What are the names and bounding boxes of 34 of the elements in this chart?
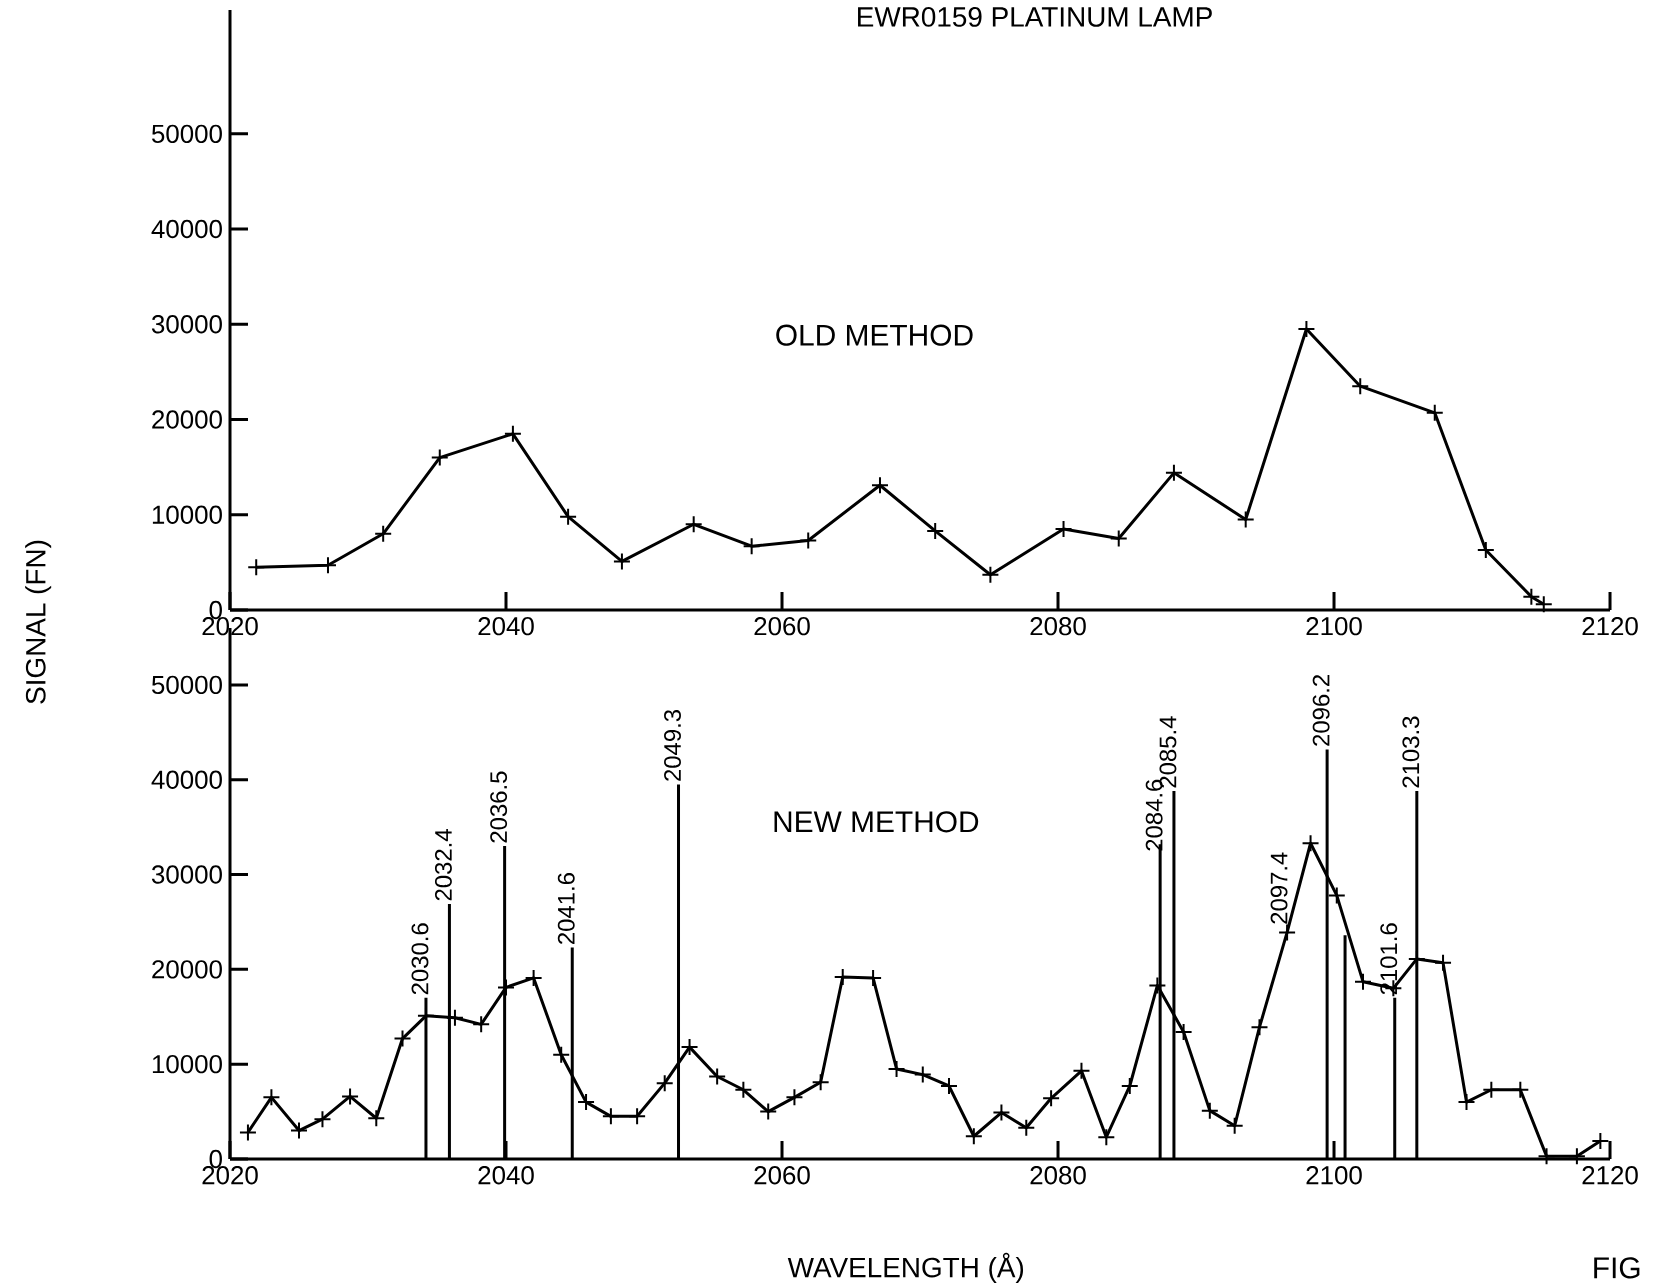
y-tick-label: 20000 bbox=[152, 410, 222, 429]
y-tick-label: 10000 bbox=[152, 1055, 222, 1074]
annotation: 2096.2 bbox=[1312, 675, 1330, 746]
x-axis-title: WAVELENGTH (Å) bbox=[787, 1252, 1024, 1283]
x-tick-label: 2060 bbox=[754, 1166, 810, 1185]
y-tick-label: 50000 bbox=[151, 675, 222, 695]
annotation: 2041.6 bbox=[557, 873, 575, 944]
annotation: 2032.4 bbox=[434, 829, 452, 901]
chart-title: EWR0159 PLATINUM LAMP bbox=[858, 7, 1212, 27]
x-tick-label: 2040 bbox=[478, 1166, 534, 1185]
x-tick-label: 2080 bbox=[1030, 1166, 1086, 1185]
annotation: 2097.4 bbox=[1270, 852, 1288, 924]
x-tick-label: 2100 bbox=[1306, 1166, 1362, 1185]
annotation: OLD METHOD bbox=[776, 324, 973, 346]
y-tick-label: 30000 bbox=[151, 315, 222, 334]
annotation: NEW METHOD bbox=[774, 811, 979, 833]
x-tick-label: 2120 bbox=[1582, 1166, 1638, 1185]
annotation: 2036.5 bbox=[490, 771, 508, 843]
x-tick-label: 2040 bbox=[478, 617, 534, 636]
y-axis-title: SIGNAL (FN) bbox=[25, 540, 52, 704]
x-tick-label: 2100 bbox=[1306, 617, 1362, 636]
y-tick-label: 40000 bbox=[151, 770, 222, 789]
x-tick-label: 2120 bbox=[1582, 617, 1638, 636]
text: FIG bbox=[1594, 1257, 1640, 1279]
y-tick-label: 30000 bbox=[151, 865, 222, 884]
x-tick-label: 2080 bbox=[1030, 617, 1086, 636]
annotation: 2030.6 bbox=[411, 923, 429, 995]
y-tick-label: 20000 bbox=[152, 960, 222, 979]
annotation: 2103.3 bbox=[1402, 716, 1420, 788]
x-tick-label: 2060 bbox=[754, 617, 810, 636]
y-tick-label: 40000 bbox=[151, 219, 222, 239]
y-tick-label: 50000 bbox=[151, 124, 222, 143]
y-tick-label: 10000 bbox=[152, 505, 222, 524]
annotation: 2049.3 bbox=[664, 709, 681, 781]
